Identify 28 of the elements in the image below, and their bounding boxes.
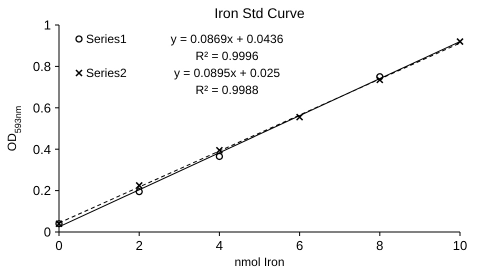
annotation: R² = 0.9996 [195, 49, 259, 64]
point [376, 76, 384, 84]
y-tick-label: 0 [44, 224, 51, 240]
point [135, 182, 143, 190]
point [296, 113, 304, 121]
annotation: R² = 0.9988 [195, 83, 259, 98]
x-axis-title: nmol Iron [234, 255, 285, 269]
point [136, 188, 143, 196]
point [216, 146, 224, 154]
point [376, 73, 384, 80]
x-tick-label: 10 [452, 238, 468, 253]
legend-label: Series2 [86, 66, 128, 80]
point [216, 152, 224, 160]
y-tick-label: 0.8 [32, 58, 51, 74]
y-tick-label: 1 [44, 18, 51, 33]
x-tick-label: 0 [55, 238, 63, 253]
annotation: y = 0.0895x + 0.025 [174, 66, 280, 80]
point [456, 38, 464, 46]
chart-title: Iron Std Curve [214, 5, 305, 21]
legend-label: Series1 [86, 32, 128, 46]
y-tick-label: 0.6 [32, 100, 51, 116]
x-tick-label: 8 [376, 238, 384, 253]
x-tick-label: 2 [136, 238, 143, 253]
x-tick-label: 4 [216, 238, 224, 253]
y-tick-label: 0.4 [32, 142, 51, 157]
y-tick-label: 0.2 [32, 183, 51, 198]
annotation: y = 0.0869x + 0.0436 [170, 32, 284, 46]
x-tick-label: 6 [296, 238, 304, 253]
